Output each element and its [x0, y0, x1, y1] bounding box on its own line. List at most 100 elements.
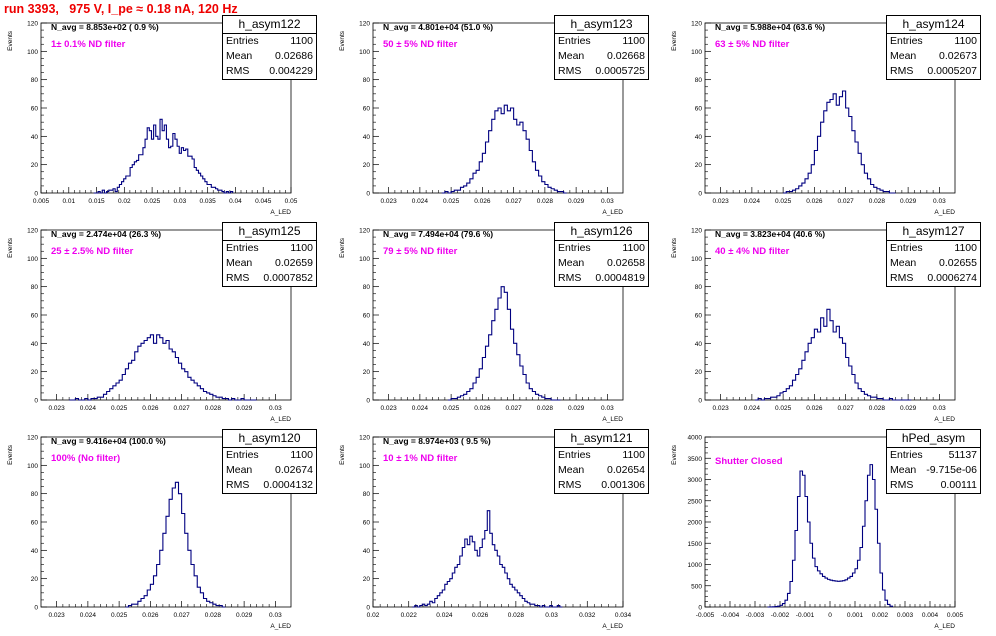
y-tick-label: 120 — [27, 228, 38, 235]
histogram-panel-hPed_asym: -0.005 -0.004 -0.003 -0.002 -0.001 0 0.001 0.00… — [664, 429, 996, 636]
x-tick-label: 0.03 — [933, 405, 946, 412]
y-axis-label: Events — [671, 237, 678, 258]
y-tick-label: 20 — [363, 369, 371, 376]
x-tick-label: 0.025 — [111, 405, 128, 412]
stats-value: 1100 — [290, 449, 313, 461]
y-tick-label: 0 — [34, 398, 38, 405]
stats-box: h_asym124 Entries 1100 Mean 0.02673 RMS 0.0005… — [886, 15, 981, 80]
y-tick-label: 1500 — [688, 541, 703, 548]
y-tick-label: 1000 — [688, 562, 703, 569]
stats-label: Entries — [890, 242, 923, 254]
stats-label: Mean — [226, 257, 253, 269]
x-tick-label: 0.026 — [806, 198, 823, 205]
y-tick-label: 0 — [34, 605, 38, 612]
histogram-panel-h_asym125: 0.023 0.024 0.025 0.026 0.027 0.028 0.029 0.03 0… — [0, 222, 332, 429]
histogram-name: hPed_asym — [887, 430, 980, 448]
x-tick-label: 0.025 — [443, 405, 460, 412]
y-tick-label: 0 — [698, 191, 702, 198]
y-tick-label: 80 — [363, 77, 371, 84]
x-tick-label: 0.015 — [88, 198, 105, 205]
x-tick-label: 0.027 — [837, 405, 854, 412]
stats-value: 0.0007852 — [263, 272, 313, 284]
x-axis-label: A_LED — [270, 416, 291, 423]
histogram-plot: 0.023 0.024 0.025 0.026 0.027 0.028 0.029 0.03 0… — [7, 435, 292, 630]
stats-row-rms: RMS 0.001306 — [555, 478, 648, 493]
stats-row-mean: Mean 0.02654 — [555, 463, 648, 478]
filter-label: 10 ± 1% ND filter — [383, 453, 458, 464]
y-tick-label: 40 — [695, 341, 703, 348]
y-tick-label: 0 — [366, 398, 370, 405]
filter-label: 79 ± 5% ND filter — [383, 246, 458, 257]
stats-label: Entries — [226, 449, 259, 461]
x-axis-label: A_LED — [270, 623, 291, 630]
y-tick-label: 0 — [34, 191, 38, 198]
stats-label: RMS — [890, 272, 914, 284]
x-tick-label: 0.029 — [568, 405, 585, 412]
y-tick-label: 80 — [31, 77, 39, 84]
x-tick-label: 0.029 — [236, 612, 253, 619]
x-tick-label: 0.029 — [900, 198, 917, 205]
stats-label: Mean — [558, 257, 585, 269]
x-tick-label: 0.025 — [144, 198, 161, 205]
stats-value: -9.715e-06 — [926, 464, 977, 476]
x-tick-label: 0.028 — [205, 405, 222, 412]
stats-label: Entries — [226, 35, 259, 47]
stats-row-mean: Mean 0.02673 — [887, 49, 980, 64]
stats-box: h_asym126 Entries 1100 Mean 0.02658 RMS 0.0004… — [554, 222, 649, 287]
x-tick-label: 0.03 — [601, 405, 614, 412]
x-tick-label: 0.035 — [200, 198, 217, 205]
filter-label: 25 ± 2.5% ND filter — [51, 246, 134, 257]
n-avg-label: N_avg = 8.853e+02 ( 0.9 %) — [51, 22, 159, 32]
x-tick-label: 0.004 — [922, 612, 939, 619]
x-tick-label: 0.022 — [401, 612, 418, 619]
stats-box: h_asym127 Entries 1100 Mean 0.02655 RMS 0.0006… — [886, 222, 981, 287]
filter-label: 50 ± 5% ND filter — [383, 39, 458, 50]
y-tick-label: 2000 — [688, 520, 703, 527]
y-tick-label: 60 — [363, 106, 371, 113]
x-tick-label: 0.024 — [436, 612, 453, 619]
n-avg-label: N_avg = 4.801e+04 (51.0 %) — [383, 22, 494, 32]
y-tick-label: 80 — [695, 284, 703, 291]
y-tick-label: 80 — [31, 284, 39, 291]
page-title: run 3393, 975 V, I_pe ≈ 0.18 nA, 120 Hz — [4, 2, 238, 16]
x-tick-label: 0.023 — [48, 405, 65, 412]
stats-row-mean: Mean 0.02668 — [555, 49, 648, 64]
stats-value: 0.02654 — [607, 464, 645, 476]
y-tick-label: 120 — [27, 21, 38, 28]
stats-label: RMS — [890, 65, 914, 77]
stats-value: 0.0005725 — [595, 65, 645, 77]
x-axis-label: A_LED — [602, 416, 623, 423]
histogram-panel-h_asym120: 0.023 0.024 0.025 0.026 0.027 0.028 0.029 0.03 0… — [0, 429, 332, 636]
stats-label: Entries — [226, 242, 259, 254]
stats-box: h_asym125 Entries 1100 Mean 0.02659 RMS 0.0007… — [222, 222, 317, 287]
x-tick-label: 0.03 — [269, 405, 282, 412]
stats-label: RMS — [558, 272, 582, 284]
y-axis-label: Events — [339, 237, 346, 258]
stats-row-mean: Mean 0.02658 — [555, 256, 648, 271]
x-tick-label: 0.028 — [205, 612, 222, 619]
stats-value: 1100 — [954, 242, 977, 254]
stats-label: RMS — [558, 479, 582, 491]
n-avg-label: N_avg = 7.494e+04 (79.6 %) — [383, 229, 494, 239]
n-avg-label: N_avg = 3.823e+04 (40.6 %) — [715, 229, 826, 239]
histogram-line — [755, 308, 912, 401]
y-tick-label: 60 — [695, 313, 703, 320]
histogram-line — [412, 510, 563, 608]
y-tick-label: 20 — [363, 162, 371, 169]
filter-label: 100% (No filter) — [51, 453, 121, 464]
histogram-line — [783, 90, 896, 194]
stats-label: Entries — [558, 449, 591, 461]
y-tick-label: 20 — [31, 162, 39, 169]
x-tick-label: 0.02 — [118, 198, 131, 205]
stats-label: Mean — [890, 464, 917, 476]
histogram-name: h_asym123 — [555, 16, 648, 34]
x-tick-label: 0.023 — [712, 405, 729, 412]
x-axis-label: A_LED — [602, 623, 623, 630]
histogram-panel-h_asym121: 0.02 0.022 0.024 0.026 0.028 0.03 0.032 0.034 0 2… — [332, 429, 664, 636]
stats-value: 0.0006274 — [927, 272, 977, 284]
stats-row-mean: Mean 0.02674 — [223, 463, 316, 478]
y-tick-label: 120 — [691, 228, 702, 235]
histogram-plot: 0.005 0.01 0.015 0.02 0.025 0.03 0.035 0.04 0.04… — [7, 21, 298, 217]
x-tick-label: 0.04 — [229, 198, 242, 205]
stats-label: Entries — [890, 35, 923, 47]
